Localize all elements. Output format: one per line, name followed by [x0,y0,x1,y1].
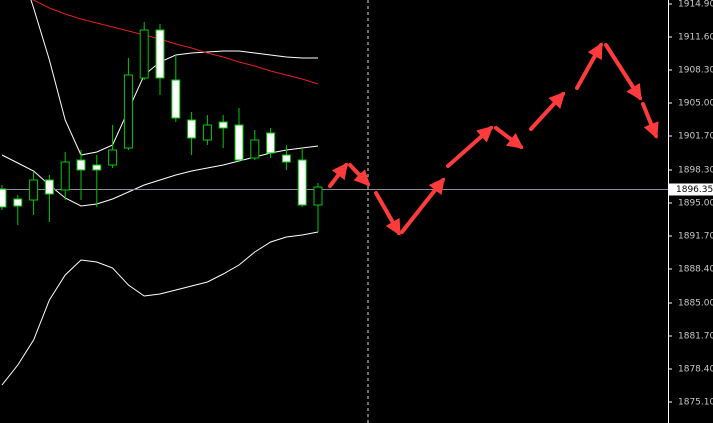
arrow [446,125,494,168]
arrow [328,162,348,188]
arrow [494,126,524,149]
y-tick-label: 1914.90 [678,0,713,10]
arrow [400,177,445,234]
candle-body [234,124,244,161]
y-tick-label: 1895.00 [678,199,713,209]
forecast-arrows [328,42,659,236]
arrow [529,91,566,131]
y-tick-label: 1898.30 [678,166,713,176]
candle-body [44,179,54,195]
candle-body [218,121,228,129]
candle-body [297,159,307,206]
candle-body [155,29,165,79]
candle-body [266,132,276,154]
y-tick-label: 1891.70 [678,232,713,242]
candle-body [92,164,102,171]
arrow [604,43,642,101]
y-tick-label: 1905.00 [678,99,713,109]
y-tick-label: 1881.70 [678,332,713,342]
y-tick-label: 1878.40 [678,365,713,375]
candle-body [29,179,39,201]
candle-body [13,198,23,207]
arrow [348,163,371,187]
candle-body [108,149,118,166]
y-tick-label: 1911.60 [678,33,713,43]
current-price-label: 1896.35 [676,185,713,195]
current-price-box [669,183,713,196]
y-tick-label: 1901.70 [678,132,713,142]
candle-body [0,188,7,208]
candle-body [250,139,260,159]
candle-body [187,119,197,139]
y-tick-label: 1908.30 [678,66,713,76]
candle-body [281,154,291,163]
y-tick-label: 1888.40 [678,265,713,275]
candle-body [76,159,86,171]
y-tick-label: 1875.10 [678,398,713,408]
plot-area [0,0,668,386]
candle-body [139,29,149,79]
y-tick-label: 1885.00 [678,299,713,309]
candle-body [123,74,133,149]
arrow [575,42,603,90]
candle-body [202,124,212,141]
arrow [641,102,659,139]
candle-body [60,161,70,191]
indicator-line [1,231,319,386]
candle-body [313,186,323,206]
candle-body [171,79,181,119]
arrow [374,191,401,236]
